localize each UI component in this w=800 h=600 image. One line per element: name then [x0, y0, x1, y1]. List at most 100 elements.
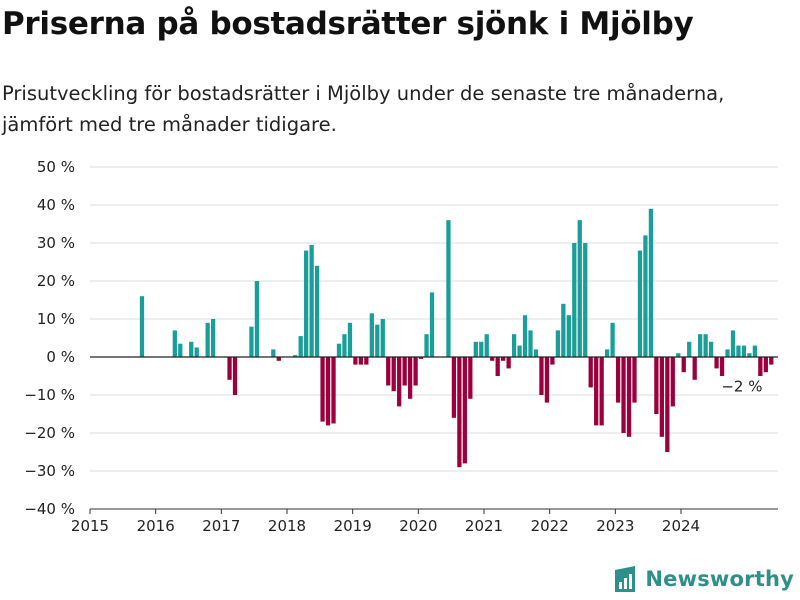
bar — [473, 341, 478, 357]
bar — [479, 341, 484, 357]
bar — [730, 330, 736, 357]
bar — [643, 235, 648, 357]
bar — [249, 326, 254, 357]
bar — [511, 334, 517, 357]
x-tick-label: 2017 — [202, 517, 240, 535]
bar — [331, 357, 336, 424]
y-tick-label: −10 % — [24, 386, 75, 404]
bar — [446, 220, 451, 357]
newsworthy-logo: Newsworthy — [613, 566, 794, 592]
brand-name: Newsworthy — [645, 567, 794, 591]
y-tick-label: −20 % — [24, 424, 75, 442]
bar — [293, 355, 298, 357]
bar — [725, 349, 730, 357]
bar — [325, 357, 331, 426]
chart-title: Priserna på bostadsrätter sjönk i Mjölby — [2, 6, 694, 42]
bar — [451, 357, 457, 418]
bar — [769, 357, 774, 365]
bar — [462, 357, 467, 464]
bar — [358, 357, 364, 365]
x-tick-label: 2016 — [137, 517, 175, 535]
bar — [758, 357, 763, 376]
bar — [736, 345, 741, 357]
bar — [588, 357, 593, 388]
bar — [495, 357, 500, 376]
y-tick-label: −40 % — [24, 500, 75, 518]
bar — [539, 357, 544, 395]
bar — [703, 334, 708, 357]
bar — [659, 357, 664, 437]
bar — [210, 319, 216, 357]
bar — [544, 357, 550, 403]
bar — [550, 357, 555, 365]
bar — [386, 357, 391, 386]
bar — [719, 357, 725, 376]
y-tick-label: 0 % — [46, 348, 75, 366]
bar — [336, 343, 342, 357]
bar — [375, 324, 380, 357]
bar — [304, 250, 309, 357]
bar — [670, 357, 675, 407]
bar — [561, 303, 566, 357]
bar — [369, 313, 374, 357]
bar — [621, 357, 626, 433]
bar — [413, 357, 418, 386]
bar-chart: 50 % 40 % 30 % 20 % 10 % 0 % −10 % −20 % −30 % −4… — [24, 158, 778, 535]
bar — [648, 208, 654, 357]
bar — [533, 349, 539, 357]
bar — [522, 315, 528, 357]
bar — [484, 334, 489, 357]
bar — [271, 349, 276, 357]
bar — [314, 265, 320, 357]
bar — [747, 353, 752, 357]
bar — [391, 357, 396, 392]
bar — [626, 357, 632, 437]
bar — [577, 220, 582, 357]
bar — [232, 357, 238, 395]
x-tick-label: 2019 — [334, 517, 372, 535]
bar — [763, 357, 768, 373]
bar — [353, 357, 358, 365]
bar — [555, 330, 561, 357]
bar — [632, 357, 637, 403]
bar — [501, 357, 506, 361]
bar — [380, 319, 385, 357]
bar — [397, 357, 402, 407]
bar — [276, 357, 281, 361]
bar — [741, 345, 747, 357]
x-tick-label: 2020 — [399, 517, 437, 535]
bar — [714, 357, 719, 369]
x-tick-label: 2021 — [465, 517, 503, 535]
chart-subtitle: Prisutveckling för bostadsrätter i Mjölb… — [2, 82, 725, 136]
x-tick-label: 2024 — [662, 517, 700, 535]
y-tick-label: −30 % — [24, 462, 75, 480]
bar — [178, 343, 183, 357]
x-tick-label: 2022 — [531, 517, 569, 535]
x-axis: 2015 2016 2017 2018 2019 2020 2021 2022 2023 2024 — [71, 508, 778, 535]
annotations: −2 % — [721, 378, 762, 396]
bar — [309, 244, 314, 357]
bar — [681, 357, 686, 373]
bar — [320, 357, 325, 422]
y-tick-label: 20 % — [37, 272, 75, 290]
bar — [227, 357, 232, 380]
bar — [752, 345, 758, 357]
bar — [583, 243, 588, 357]
bar — [347, 322, 353, 357]
bar — [692, 357, 697, 380]
bar-chart-logo-icon — [615, 566, 636, 592]
bar — [194, 347, 199, 357]
bar — [407, 357, 413, 399]
y-tick-label: 30 % — [37, 234, 75, 252]
bar — [517, 345, 522, 357]
y-axis-labels: 50 % 40 % 30 % 20 % 10 % 0 % −10 % −20 % −30 % −4… — [24, 158, 75, 518]
bar — [599, 357, 604, 426]
bar — [698, 334, 703, 357]
x-tick-label: 2015 — [71, 517, 109, 535]
bar — [566, 315, 571, 357]
bar — [457, 357, 462, 468]
bar — [468, 357, 473, 399]
bar — [615, 357, 621, 403]
y-tick-label: 50 % — [37, 158, 75, 176]
bar — [594, 357, 599, 426]
